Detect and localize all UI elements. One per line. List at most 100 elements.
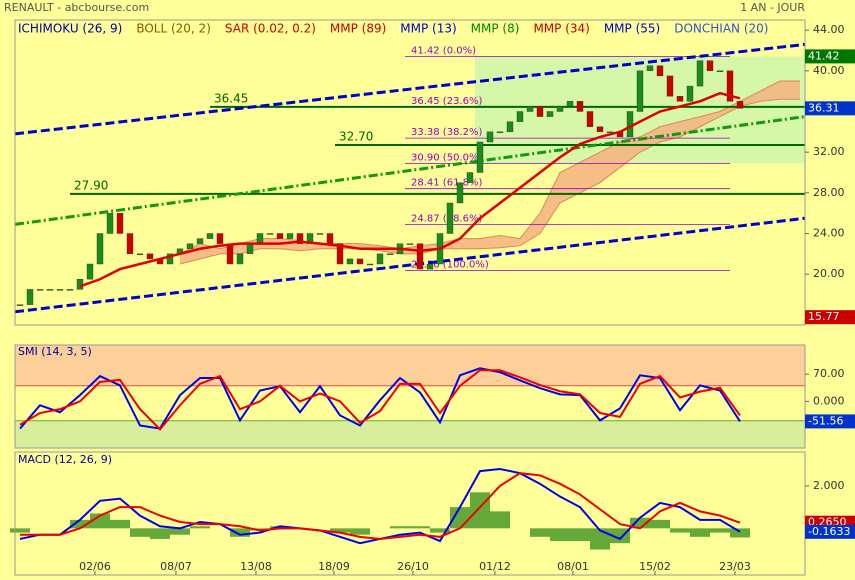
histogram-bar	[570, 528, 590, 542]
candle	[556, 106, 564, 112]
y-tick-label: 32.00	[813, 145, 845, 158]
value-box-label: -51.56	[808, 414, 843, 427]
candle	[476, 141, 484, 173]
histogram-bar	[390, 526, 410, 529]
histogram-bar	[350, 528, 370, 535]
candle	[356, 258, 364, 265]
x-tick-label: 23/03	[719, 560, 751, 573]
candle	[56, 289, 64, 291]
cloud-span-b	[179, 98, 800, 265]
histogram-bar	[170, 528, 190, 535]
value-box-label: 15.77	[808, 310, 840, 323]
zone	[15, 420, 805, 448]
ichimoku-cloud	[180, 81, 800, 264]
candle	[36, 289, 44, 291]
candle	[346, 258, 354, 265]
x-tick-label: 08/07	[160, 560, 192, 573]
legend-entry: MMP (55)	[604, 22, 660, 36]
candle	[116, 212, 124, 234]
candle	[636, 70, 644, 112]
histogram-bar	[470, 492, 490, 529]
histogram-bar	[230, 528, 250, 537]
histogram-bar	[670, 528, 690, 533]
candle	[216, 233, 224, 244]
candle	[716, 70, 724, 73]
histogram-bar	[410, 526, 430, 529]
candle	[406, 243, 414, 245]
candle	[366, 263, 374, 266]
page-title: RENAULT - abcbourse.com	[4, 1, 149, 14]
value-box	[805, 310, 855, 325]
candle	[526, 106, 534, 112]
candle	[296, 233, 304, 244]
histogram-bar	[690, 528, 710, 537]
legend-entry: MMP (34)	[533, 22, 589, 36]
histogram-bar	[430, 528, 450, 533]
candle	[126, 233, 134, 255]
zone	[15, 345, 805, 386]
candle	[696, 60, 704, 87]
candle	[446, 202, 454, 234]
histogram-bar	[710, 528, 730, 533]
channel-line	[14, 115, 806, 226]
candle	[596, 126, 604, 133]
candle	[546, 111, 554, 117]
histogram-bar	[650, 519, 670, 529]
histogram-bar	[610, 528, 630, 544]
candle	[226, 243, 234, 265]
fib-label: 28.41 (61.8%)	[411, 178, 482, 189]
level-label: 32.70	[339, 130, 373, 144]
histogram-bar	[130, 528, 150, 537]
panel-frame	[14, 451, 806, 576]
x-tick-label: 13/08	[240, 560, 272, 573]
level-label: 27.90	[74, 178, 108, 192]
histogram-bar	[250, 528, 270, 531]
candle	[326, 233, 334, 244]
y-tick-label: 44.00	[813, 23, 845, 36]
candle	[566, 101, 574, 107]
panel-title: SMI (14, 3, 5)	[18, 345, 92, 358]
candle	[286, 233, 294, 239]
candle	[96, 233, 104, 265]
candle	[586, 111, 594, 127]
y-tick-label: 24.00	[813, 227, 845, 240]
value-box	[805, 49, 855, 64]
value-box	[805, 101, 855, 116]
fib-label: 30.90 (50.0%)	[411, 152, 482, 163]
candle	[626, 111, 634, 138]
histogram-bar	[490, 511, 510, 529]
value-box-label: 41.42	[808, 49, 840, 62]
candle	[246, 243, 254, 255]
candle	[466, 172, 474, 183]
panel-title: MACD (12, 26, 9)	[18, 453, 112, 466]
histogram-bar	[10, 528, 30, 533]
candle	[506, 121, 514, 133]
candle	[26, 289, 34, 305]
candle	[666, 75, 674, 97]
x-tick-label: 02/06	[79, 560, 111, 573]
indicator-line	[19, 369, 741, 431]
candle	[136, 253, 144, 256]
candle	[376, 253, 384, 265]
candle	[426, 263, 434, 270]
candle	[86, 263, 94, 280]
value-box	[805, 414, 855, 429]
legend-entry: SAR (0.02, 0.2)	[225, 22, 316, 36]
candle	[276, 233, 284, 239]
value-box	[805, 524, 855, 539]
legend-entry: BOLL (20, 2)	[136, 22, 211, 36]
fib-label: 33.38 (38.2%)	[411, 127, 482, 138]
candle	[706, 60, 714, 72]
candle	[106, 212, 114, 234]
candle	[256, 233, 264, 244]
macd-line	[20, 472, 741, 540]
indicator-line	[19, 367, 741, 430]
histogram-bar	[190, 526, 210, 529]
legend-entry: MMP (13)	[400, 22, 456, 36]
y-tick-label: 0.000	[813, 394, 845, 407]
candle	[336, 243, 344, 265]
candle	[266, 233, 274, 235]
x-tick-label: 26/10	[397, 560, 429, 573]
candle	[516, 111, 524, 122]
